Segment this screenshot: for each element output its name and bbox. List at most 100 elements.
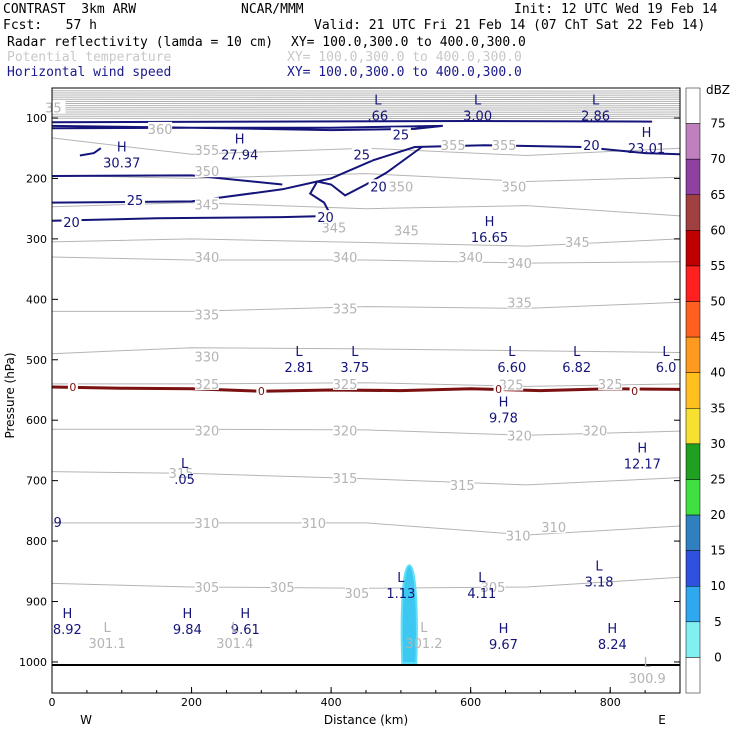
y-tick-label: 800 [26,535,47,548]
extremum-value: 9.78 [489,412,518,427]
theta-label-bg [541,520,566,534]
field-reflectivity: Radar reflectivity (lamda = 10 cm) [7,35,274,50]
forecast-hour: Fcst: 57 h [3,18,97,33]
theta-label-bg [492,138,517,152]
wind-label-bg [61,214,82,228]
theta-label: 320 [333,424,358,439]
theta-contour-line [51,115,681,117]
extremum-value: 9.84 [173,623,202,638]
extremum-value: 9.61 [231,623,260,638]
extremum-value: 27.94 [221,149,258,164]
theta-label-bg [506,528,531,542]
wind-contour-line [79,147,102,157]
field-wind: Horizontal wind speed [7,65,172,80]
zero-label: 0 [258,385,265,398]
theta-label-bg [499,377,524,391]
x-tick-label: 400 [321,696,342,709]
theta-label: 330 [194,351,219,366]
theta-label: 310 [301,517,326,532]
extremum-value: 3.18 [585,575,614,590]
extremum-value: 6.0 [656,361,677,376]
zero-label-bg [256,385,267,397]
surface-theta-marker: L [231,621,239,636]
theta-label-bg [270,580,295,594]
colorbar-swatch [685,158,701,196]
colorbar-level: 45 [710,330,725,344]
theta-label: 320 [507,429,532,444]
field-reflectivity-xy: XY= 100.0,300.0 to 400.0,300.0 [291,35,526,50]
extremum-marker: H [485,215,495,230]
theta-label-bg [344,586,369,600]
colorbar-swatch [685,585,701,623]
wind-label-bg [125,193,146,207]
colorbar-swatch [685,372,701,409]
theta-contour-line [51,104,681,107]
y-tick-label: 600 [26,414,47,427]
wind-label: 20 [317,211,334,226]
theta-label-bg [507,428,532,442]
theta-label-bg [394,223,419,237]
theta-label: 345 [394,224,419,239]
extremum-value: 9 [53,516,61,531]
colorbar-swatch [685,514,701,551]
surface-theta-marker: L [644,656,652,671]
theta-contour-line [51,106,681,109]
theta-label-bg [194,164,219,178]
theta-label-bg [480,580,505,594]
extremum-value: 2.86 [581,109,610,124]
theta-label: 340 [333,251,358,266]
y-tick-label: 500 [26,354,47,367]
theta-contour-line [51,256,681,264]
theta-label: 315 [333,472,358,487]
extremum-marker: L [181,457,189,472]
theta-label-bg [194,250,219,264]
theta-label-bg [41,100,66,114]
theta-contour-line [51,111,681,113]
theta-label: 305 [270,581,295,596]
field-theta: Potential temperature [7,50,172,65]
theta-contour-line [51,94,681,96]
valid-time: Valid: 21 UTC Fri 21 Feb 14 (07 ChT Sat … [314,18,706,33]
zero-label: 0 [631,385,638,398]
wind-label-bg [368,179,389,193]
extremum-marker: H [182,607,192,622]
theta-label: 340 [507,257,532,272]
org-title: NCAR/MMM [241,2,304,17]
theta-label: 315 [450,479,475,494]
west-label: W [80,713,92,727]
theta-label-bg [507,256,532,270]
wind-contour-line [51,174,283,186]
wind-label: 20 [63,216,80,231]
extremum-marker: H [607,622,617,637]
colorbar-level: 5 [714,615,722,629]
theta-label: 350 [502,180,527,195]
theta-label: 340 [458,251,483,266]
theta-label: 310 [541,521,566,536]
x-tick-label: 800 [600,696,621,709]
extremum-value: .05 [174,473,195,488]
colorbar-level: 10 [710,579,725,593]
theta-label: 335 [194,308,219,323]
wind-speed-contours [51,119,681,222]
wind-contour-line [51,124,443,132]
theta-label: 355 [492,139,517,154]
extremum-marker: H [637,441,647,456]
theta-label-bg [194,515,219,529]
x-tick-label: 600 [460,696,481,709]
colorbar-level: 25 [710,472,725,486]
extremum-value: 8.24 [598,638,627,653]
y-tick-label: 400 [26,293,47,306]
theta-label-bg [194,580,219,594]
theta-label: 315 [169,467,194,482]
extremum-value: 2.81 [285,361,314,376]
init-time: Init: 12 UTC Wed 19 Feb 14 [514,2,718,17]
colorbar-level: 30 [710,437,725,451]
surface-theta-value: 301.4 [216,637,253,652]
extremum-marker: H [499,622,509,637]
extremum-marker: H [642,126,652,141]
theta-contour-line [51,102,681,105]
extremum-marker: L [662,345,670,360]
theta-label-bg [388,179,413,193]
theta-label-bg [148,121,173,135]
